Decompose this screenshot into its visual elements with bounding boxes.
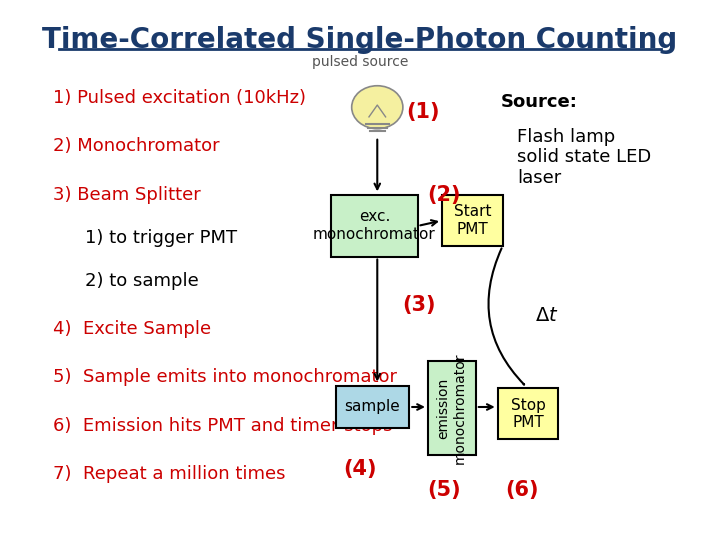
FancyBboxPatch shape — [336, 386, 409, 428]
Text: (4): (4) — [343, 459, 377, 479]
Text: 7)  Repeat a million times: 7) Repeat a million times — [53, 465, 285, 483]
Text: Source:: Source: — [501, 93, 577, 111]
Text: 1) Pulsed excitation (10kHz): 1) Pulsed excitation (10kHz) — [53, 89, 306, 107]
Text: (6): (6) — [505, 480, 539, 500]
Circle shape — [351, 86, 403, 129]
Text: 5)  Sample emits into monochromator: 5) Sample emits into monochromator — [53, 368, 397, 387]
FancyBboxPatch shape — [498, 388, 559, 439]
FancyBboxPatch shape — [331, 195, 418, 256]
Text: 1) to trigger PMT: 1) to trigger PMT — [85, 229, 237, 247]
Text: 3) Beam Splitter: 3) Beam Splitter — [53, 186, 201, 204]
Text: $\Delta t$: $\Delta t$ — [535, 306, 559, 325]
FancyBboxPatch shape — [442, 195, 503, 246]
Text: 6)  Emission hits PMT and timer stops: 6) Emission hits PMT and timer stops — [53, 417, 392, 435]
Text: (3): (3) — [402, 295, 436, 315]
FancyArrowPatch shape — [488, 248, 524, 384]
Text: 4)  Excite Sample: 4) Excite Sample — [53, 320, 211, 338]
Text: (2): (2) — [428, 185, 462, 205]
Text: emission
monochromator: emission monochromator — [437, 353, 467, 464]
Text: Time-Correlated Single-Photon Counting: Time-Correlated Single-Photon Counting — [42, 25, 678, 53]
Text: (1): (1) — [406, 102, 439, 122]
Text: 2) Monochromator: 2) Monochromator — [53, 138, 220, 156]
FancyBboxPatch shape — [428, 361, 476, 455]
Text: Flash lamp
solid state LED
laser: Flash lamp solid state LED laser — [517, 127, 651, 187]
Text: Stop
PMT: Stop PMT — [510, 397, 546, 430]
Text: (5): (5) — [428, 480, 462, 500]
Text: pulsed source: pulsed source — [312, 55, 408, 69]
Text: sample: sample — [345, 400, 400, 415]
Text: 2) to sample: 2) to sample — [85, 272, 199, 290]
Text: Start
PMT: Start PMT — [454, 204, 491, 237]
Text: exc.
monochromator: exc. monochromator — [313, 210, 436, 242]
